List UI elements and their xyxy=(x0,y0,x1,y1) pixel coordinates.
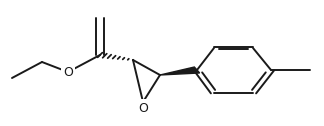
Text: O: O xyxy=(138,102,148,115)
Polygon shape xyxy=(160,67,200,75)
Text: O: O xyxy=(63,66,73,78)
